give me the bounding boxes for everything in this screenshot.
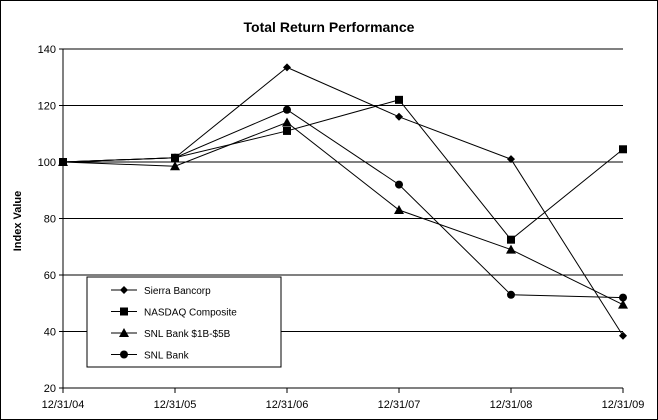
data-point bbox=[394, 205, 404, 215]
y-tick-label: 20 bbox=[44, 383, 56, 395]
x-tick-label: 12/31/05 bbox=[154, 399, 197, 411]
y-tick-label: 80 bbox=[44, 214, 56, 226]
series-line bbox=[62, 121, 624, 306]
data-point bbox=[618, 299, 628, 309]
data-point bbox=[283, 105, 291, 114]
legend: Sierra Bancorp NASDAQ Composite SNL Bank $… bbox=[86, 276, 282, 368]
legend-label: SNL Bank bbox=[144, 351, 190, 362]
data-point bbox=[395, 180, 403, 189]
y-tick-label: 60 bbox=[44, 270, 56, 282]
series-line bbox=[62, 109, 624, 299]
axes: 20 40 60 80 100 120 140 12/31/04 12/31/05 12/31/0… bbox=[38, 44, 645, 411]
series-circle bbox=[59, 105, 627, 302]
series-triangle bbox=[58, 117, 628, 309]
gridlines bbox=[63, 48, 623, 332]
data-point bbox=[507, 155, 515, 164]
chart-title: Total Return Performance bbox=[244, 19, 415, 35]
series-square bbox=[59, 95, 627, 244]
legend-box bbox=[86, 276, 282, 368]
y-tick-label: 100 bbox=[38, 157, 56, 169]
data-point bbox=[395, 112, 403, 121]
legend-marker bbox=[120, 307, 128, 316]
data-point bbox=[619, 293, 627, 302]
data-point bbox=[506, 244, 516, 254]
legend-label: Sierra Bancorp bbox=[144, 286, 211, 297]
legend-label: SNL Bank $1B-$5B bbox=[144, 329, 231, 340]
data-point bbox=[283, 63, 291, 72]
legend-item: NASDAQ Composite bbox=[111, 307, 237, 319]
legend-marker bbox=[119, 328, 129, 337]
legend-item: SNL Bank bbox=[111, 350, 190, 362]
legend-label: NASDAQ Composite bbox=[144, 308, 237, 319]
data-point bbox=[283, 126, 291, 135]
x-tick-label: 12/31/06 bbox=[266, 399, 309, 411]
legend-item: Sierra Bancorp bbox=[111, 286, 211, 297]
y-tick-label: 40 bbox=[44, 327, 56, 339]
y-tick-label: 120 bbox=[38, 101, 56, 113]
data-point bbox=[171, 153, 179, 162]
x-tick-label: 12/31/08 bbox=[490, 399, 533, 411]
data-point bbox=[507, 290, 515, 299]
data-point bbox=[619, 145, 627, 154]
legend-marker bbox=[120, 350, 128, 359]
data-point bbox=[170, 161, 180, 171]
x-tick-label: 12/31/04 bbox=[42, 399, 85, 411]
legend-marker bbox=[120, 286, 128, 294]
data-point bbox=[282, 117, 292, 127]
x-tick-label: 12/31/09 bbox=[602, 399, 645, 411]
y-tick-label: 140 bbox=[38, 44, 56, 56]
data-point bbox=[395, 95, 403, 104]
legend-item: SNL Bank $1B-$5B bbox=[111, 328, 231, 340]
data-point bbox=[619, 331, 627, 340]
series-lines bbox=[58, 63, 628, 340]
y-axis-label: Index Value bbox=[12, 191, 24, 252]
x-tick-label: 12/31/07 bbox=[378, 399, 421, 411]
data-point bbox=[507, 235, 515, 244]
data-point bbox=[59, 158, 67, 166]
